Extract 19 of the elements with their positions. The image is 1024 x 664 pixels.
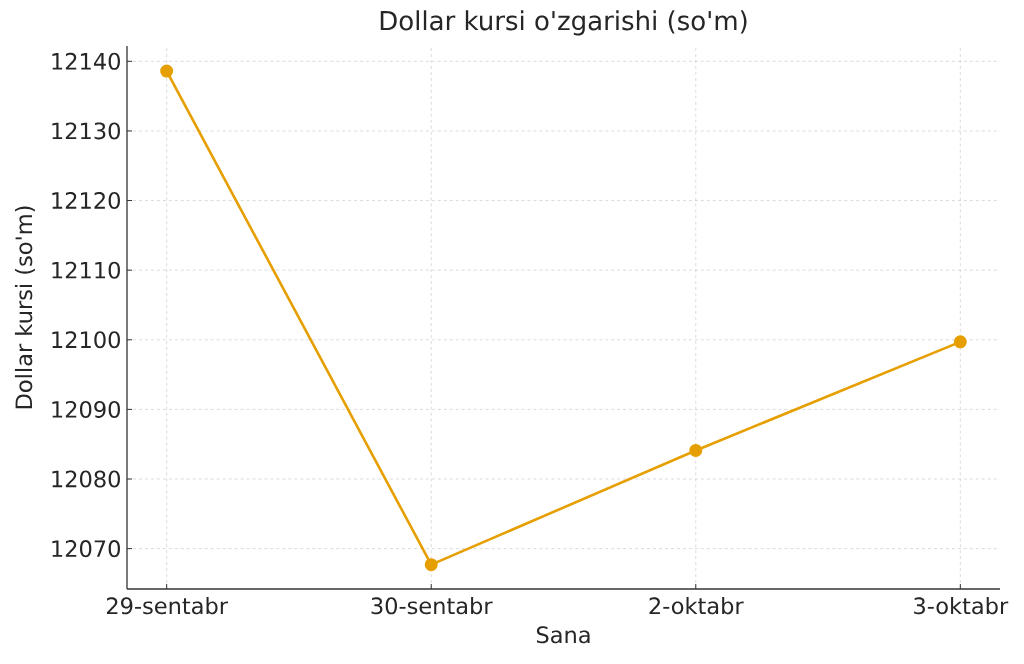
- x-tick-label: 3-oktabr: [914, 596, 1009, 615]
- x-axis-title: Sana: [536, 626, 590, 644]
- y-tick-label: 12130: [52, 122, 120, 140]
- point: [953, 335, 967, 349]
- point: [160, 64, 174, 78]
- y-tick-label: 12110: [52, 261, 120, 279]
- point: [689, 443, 703, 457]
- point: [424, 558, 438, 572]
- chart-title: Dollar kursi o'zgarishi (so'm): [380, 10, 747, 36]
- y-axis-title: Dollar kursi (so'm): [14, 206, 35, 409]
- x-tick-label: 29-sentabr: [106, 596, 229, 615]
- y-tick-label: 12070: [52, 540, 120, 558]
- x-tick-label: 2-oktabr: [649, 596, 744, 615]
- y-tick-label: 12090: [52, 400, 120, 418]
- y-tick-label: 12080: [52, 470, 120, 488]
- x-tick-label: 30-sentabr: [371, 596, 493, 615]
- y-tick-label: 12140: [52, 52, 120, 70]
- y-tick-label: 12100: [52, 331, 120, 349]
- y-tick-label: 12120: [52, 192, 120, 210]
